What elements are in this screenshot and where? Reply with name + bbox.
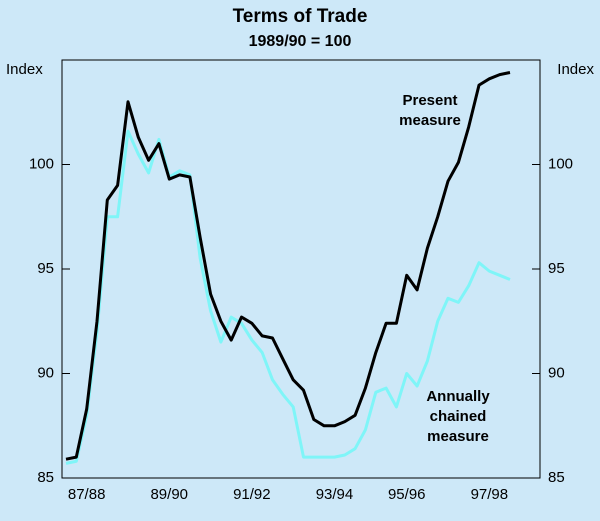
annotation: measure <box>399 112 461 129</box>
y-axis-label: Index <box>6 61 43 78</box>
y-tick-label: 90 <box>37 364 54 381</box>
y2-tick-label: 95 <box>548 260 565 277</box>
x-tick-label: 91/92 <box>233 486 271 503</box>
annotation: Present <box>402 92 457 109</box>
y2-tick-label: 90 <box>548 364 565 381</box>
x-tick-label: 97/98 <box>471 486 509 503</box>
x-tick-label: 95/96 <box>388 486 426 503</box>
series-line <box>65 71 511 461</box>
y-tick-label: 100 <box>29 155 54 172</box>
chart-title: Terms of Trade <box>233 6 368 27</box>
annotation: chained <box>430 408 487 425</box>
chart-subtitle: 1989/90 = 100 <box>249 33 352 50</box>
annotation: measure <box>427 428 489 445</box>
y2-tick-label: 100 <box>548 155 573 172</box>
x-tick-label: 89/90 <box>150 486 188 503</box>
annotation: Annually <box>426 388 490 405</box>
x-tick-label: 87/88 <box>68 486 106 503</box>
y2-axis-label: Index <box>557 61 594 78</box>
y2-tick-label: 85 <box>548 469 565 486</box>
x-tick-label: 93/94 <box>316 486 354 503</box>
y-tick-label: 95 <box>37 260 54 277</box>
series-line <box>65 129 511 465</box>
y-tick-label: 85 <box>37 469 54 486</box>
